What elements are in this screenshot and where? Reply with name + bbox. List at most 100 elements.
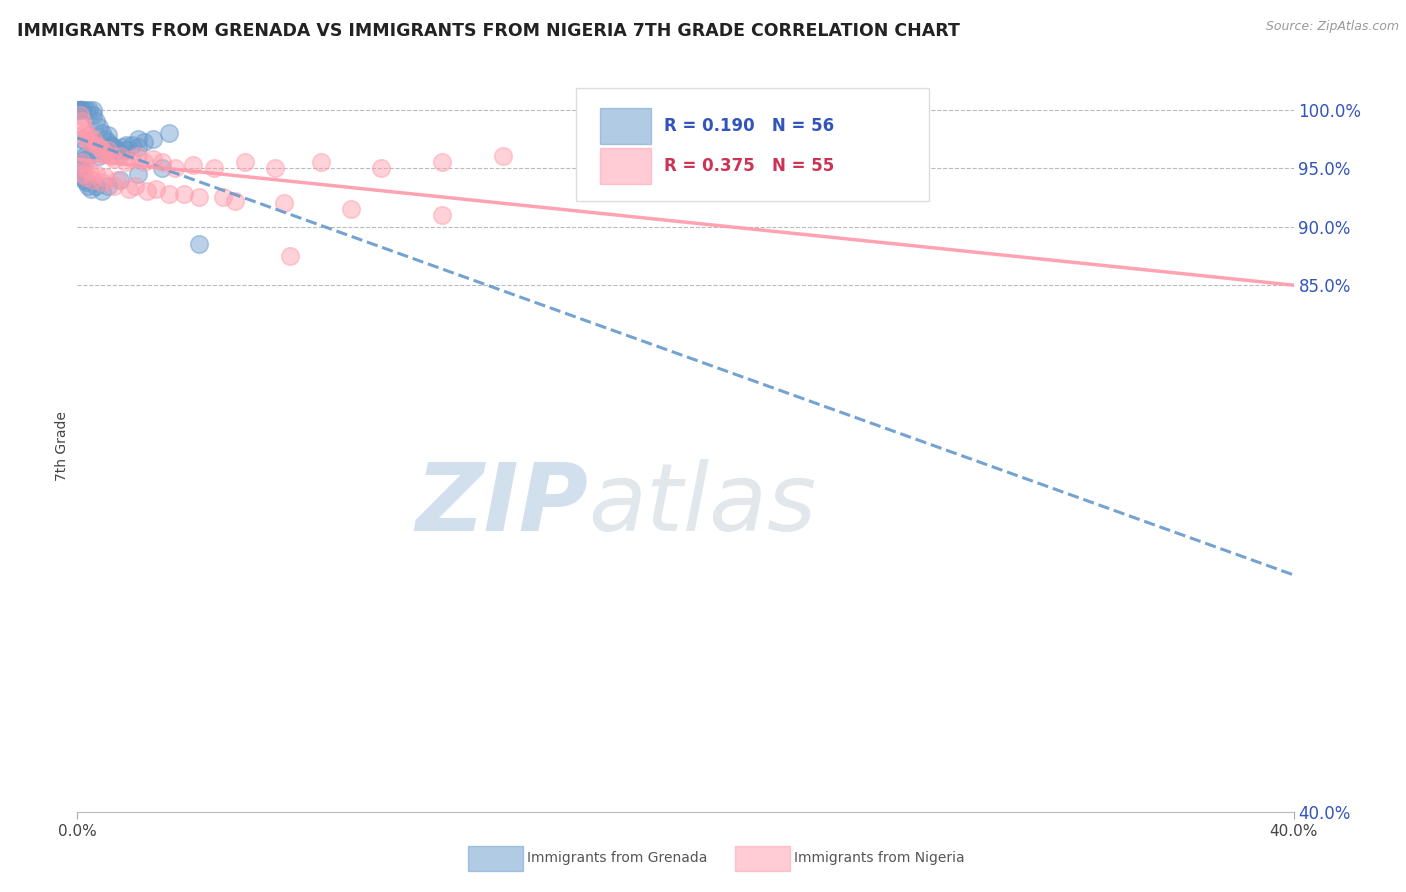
Point: [70, 167, 93, 181]
Point: [188, 237, 211, 252]
Point: [87, 149, 110, 163]
Point: [233, 155, 256, 169]
Point: [90, 126, 112, 140]
Point: [72, 170, 94, 185]
Point: [69, 155, 91, 169]
Point: [77, 178, 100, 193]
Point: [100, 137, 122, 152]
Point: [73, 126, 96, 140]
Point: [93, 145, 115, 160]
Point: [93, 170, 115, 185]
Point: [134, 136, 156, 150]
Point: [145, 182, 167, 196]
Point: [90, 144, 112, 158]
Point: [100, 140, 122, 154]
Point: [430, 208, 453, 222]
Point: [75, 132, 97, 146]
Point: [72, 144, 94, 158]
Point: [492, 149, 515, 163]
Point: [97, 136, 120, 150]
Point: [75, 152, 97, 166]
Point: [127, 140, 149, 154]
Point: [87, 120, 110, 134]
Point: [97, 144, 120, 158]
Text: atlas: atlas: [588, 459, 817, 550]
Point: [70, 132, 93, 146]
Point: [264, 161, 287, 175]
Point: [72, 103, 94, 117]
Point: [202, 161, 225, 175]
Y-axis label: 7th Grade: 7th Grade: [55, 411, 69, 481]
FancyBboxPatch shape: [600, 148, 651, 184]
Point: [84, 114, 107, 128]
Point: [111, 140, 134, 154]
Point: [79, 163, 101, 178]
Point: [75, 170, 97, 185]
Point: [127, 132, 149, 146]
Point: [340, 202, 363, 216]
Point: [115, 155, 138, 169]
Point: [121, 137, 143, 152]
Text: IMMIGRANTS FROM GRENADA VS IMMIGRANTS FROM NIGERIA 7TH GRADE CORRELATION CHART: IMMIGRANTS FROM GRENADA VS IMMIGRANTS FR…: [17, 22, 960, 40]
Point: [79, 136, 101, 150]
Point: [70, 155, 93, 169]
Point: [430, 155, 453, 169]
Point: [134, 155, 156, 169]
Point: [75, 103, 97, 117]
Point: [309, 155, 332, 169]
Point: [157, 126, 180, 140]
Point: [127, 167, 149, 181]
Point: [181, 157, 204, 171]
Point: [82, 173, 104, 187]
Point: [163, 161, 186, 175]
Point: [188, 190, 211, 204]
Point: [142, 152, 165, 166]
Point: [90, 185, 112, 199]
Point: [70, 114, 93, 128]
Point: [69, 103, 91, 117]
Point: [84, 167, 107, 181]
Text: Immigrants from Grenada: Immigrants from Grenada: [527, 851, 707, 865]
Point: [105, 173, 128, 187]
Point: [97, 128, 120, 143]
Point: [82, 132, 104, 146]
Point: [115, 144, 138, 158]
Point: [103, 140, 125, 154]
Point: [69, 103, 91, 117]
Point: [224, 194, 246, 208]
Point: [73, 173, 96, 187]
Point: [87, 140, 110, 154]
Point: [82, 103, 104, 117]
Point: [82, 144, 104, 158]
Point: [278, 249, 301, 263]
Point: [69, 103, 91, 117]
Point: [84, 178, 107, 193]
Point: [84, 137, 107, 152]
Point: [108, 145, 131, 160]
Point: [97, 178, 120, 193]
Point: [108, 173, 131, 187]
Point: [73, 149, 96, 163]
Point: [212, 190, 235, 204]
Text: Immigrants from Nigeria: Immigrants from Nigeria: [794, 851, 965, 865]
Point: [370, 161, 392, 175]
Point: [75, 175, 97, 189]
Point: [142, 132, 165, 146]
Point: [69, 103, 91, 117]
Point: [103, 178, 125, 193]
Point: [115, 137, 138, 152]
Point: [273, 196, 295, 211]
Point: [100, 149, 122, 163]
Point: [127, 149, 149, 163]
Point: [152, 155, 174, 169]
Text: ZIP: ZIP: [415, 458, 588, 550]
Point: [69, 103, 91, 117]
Point: [121, 152, 143, 166]
Point: [152, 161, 174, 175]
Point: [77, 128, 100, 143]
Point: [173, 186, 195, 201]
Point: [73, 161, 96, 175]
Point: [103, 152, 125, 166]
Point: [124, 178, 146, 193]
Text: R = 0.190   N = 56: R = 0.190 N = 56: [664, 117, 834, 135]
